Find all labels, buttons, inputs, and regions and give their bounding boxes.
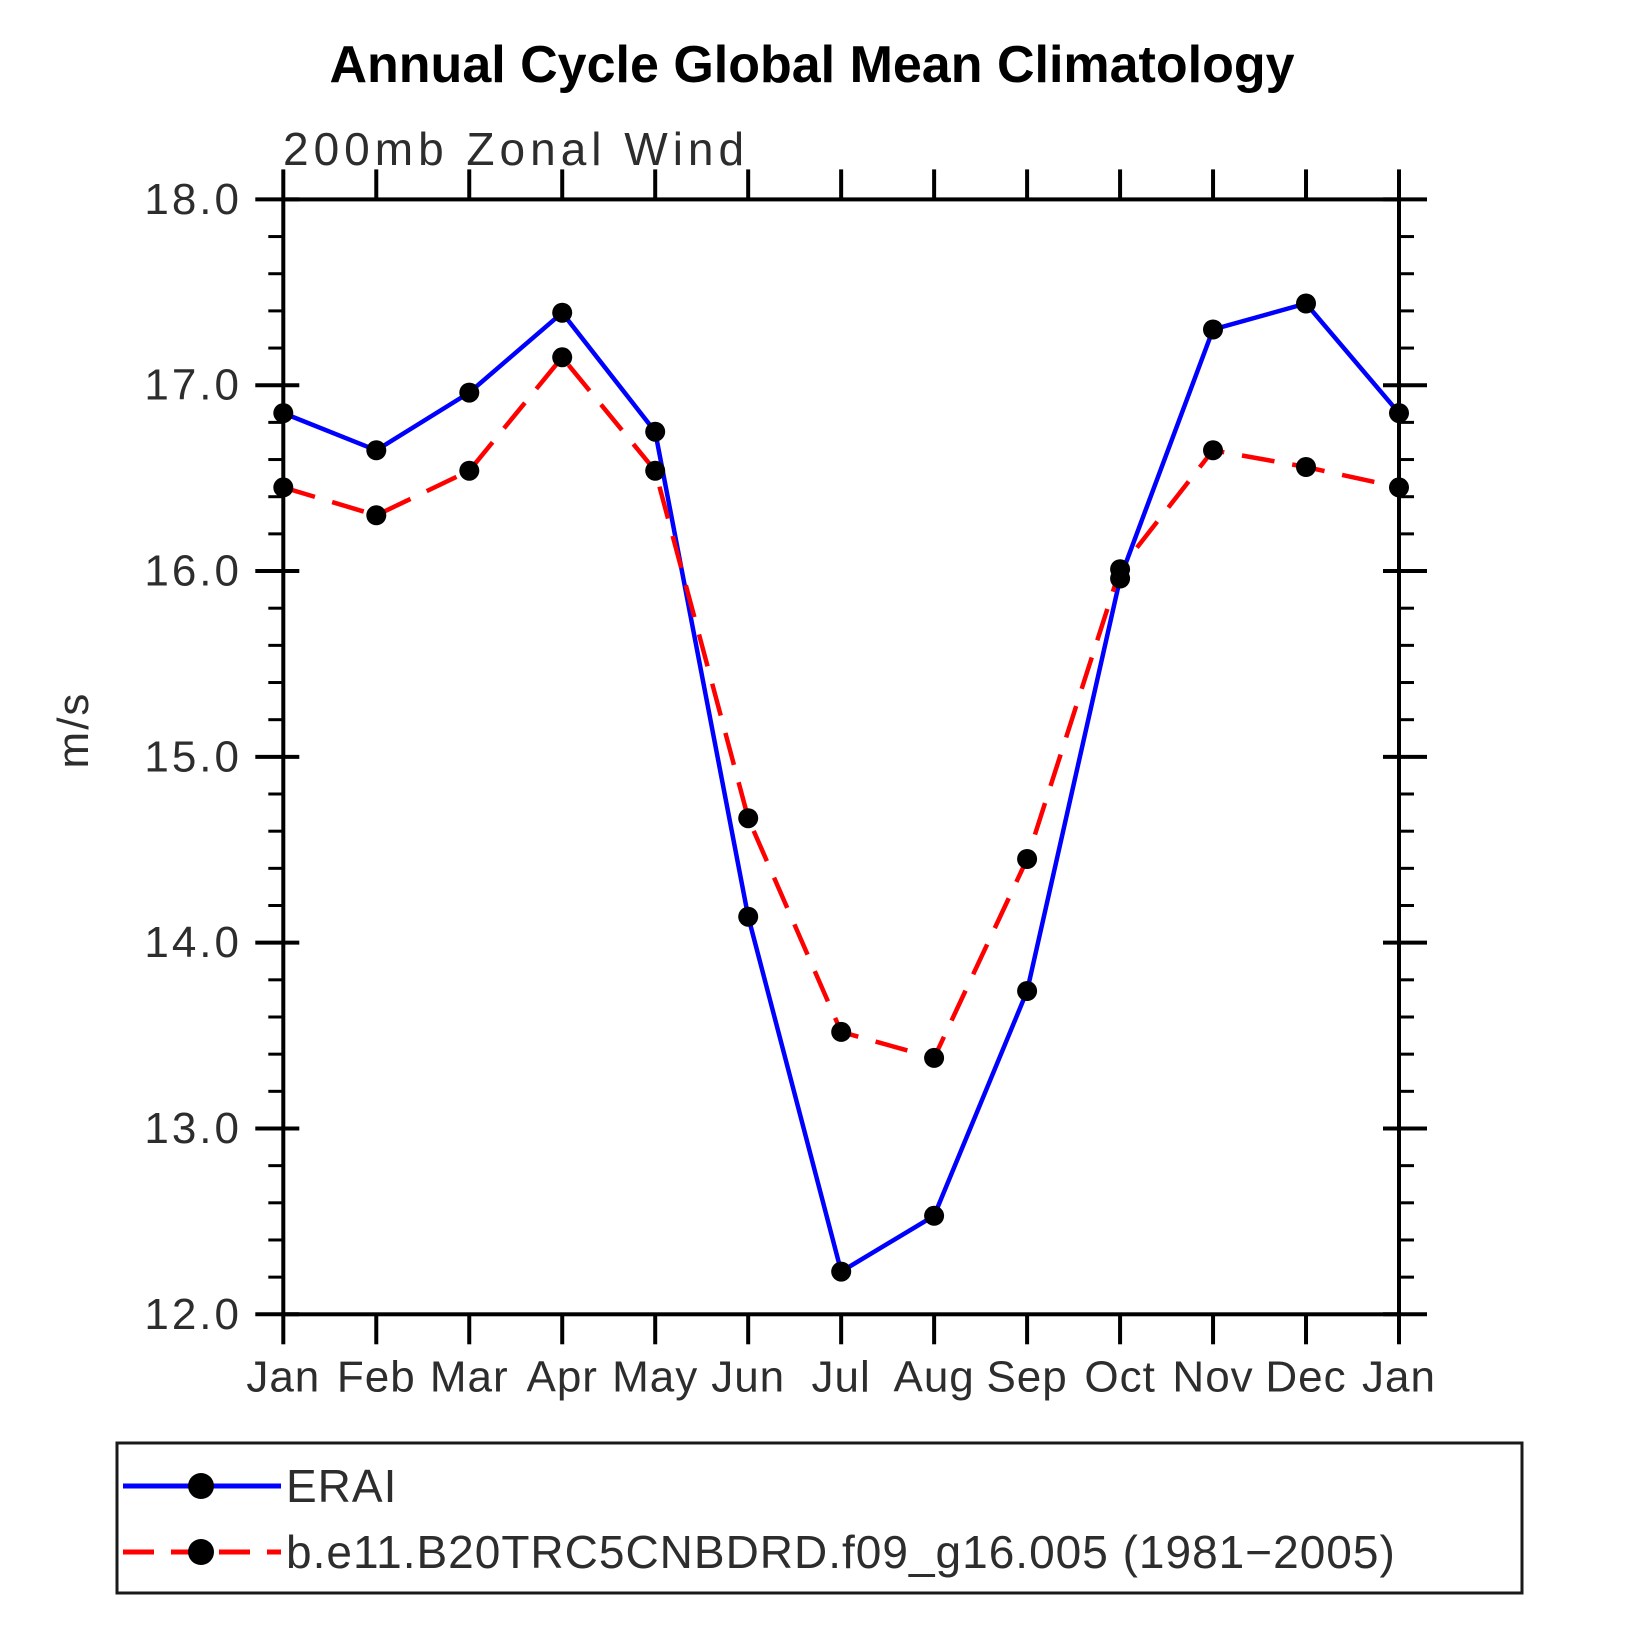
data-markers xyxy=(273,293,1409,1282)
data-point xyxy=(1017,981,1038,1001)
legend-box xyxy=(115,1441,1524,1595)
x-tick-labels: Jan Feb Mar Apr May Jun Jul Aug Sep Oct Nov Dec Jan xyxy=(246,1353,1436,1402)
data-point xyxy=(1110,559,1131,580)
legend: ERAI b.e11.B20TRC5CNBDRD.f09_g16.005 (198… xyxy=(115,1441,1524,1595)
legend-marker-dot xyxy=(188,1473,214,1499)
x-tick-label: Sep xyxy=(986,1353,1067,1402)
data-point xyxy=(459,382,480,403)
y-major-ticks xyxy=(255,197,1427,1317)
data-point xyxy=(552,302,573,323)
y-tick-labels: 18.0 17.0 16.0 15.0 14.0 13.0 12.0 xyxy=(144,175,242,1339)
data-point xyxy=(831,1261,852,1282)
x-tick-label: Aug xyxy=(893,1353,974,1402)
x-tick-label: Dec xyxy=(1265,1353,1346,1402)
data-point xyxy=(1296,293,1316,314)
x-tick-label: Oct xyxy=(1084,1353,1155,1402)
data-point xyxy=(366,505,387,526)
x-tick-label: May xyxy=(612,1353,698,1402)
x-tick-label: Jan xyxy=(246,1353,320,1402)
data-point xyxy=(552,347,573,368)
data-point xyxy=(366,440,387,461)
legend-rows: ERAI b.e11.B20TRC5CNBDRD.f09_g16.005 (198… xyxy=(123,1460,1396,1578)
legend-label: ERAI xyxy=(286,1460,397,1512)
x-tick-label: Apr xyxy=(526,1353,597,1402)
data-point xyxy=(1017,849,1038,869)
y-axis-label: m/s xyxy=(49,692,98,769)
data-point xyxy=(1389,403,1409,424)
data-point xyxy=(924,1205,945,1226)
data-point xyxy=(1296,457,1316,477)
y-tick-label: 12.0 xyxy=(144,1290,242,1339)
data-point xyxy=(1203,319,1223,340)
y-tick-label: 16.0 xyxy=(144,547,242,596)
data-point xyxy=(273,477,294,498)
x-month-ticks xyxy=(281,169,1401,1345)
series-line-1 xyxy=(282,353,1400,1061)
y-tick-label: 15.0 xyxy=(144,732,242,781)
chart-title: Annual Cycle Global Mean Climatology xyxy=(329,36,1294,94)
data-point xyxy=(738,808,759,829)
y-tick-label: 18.0 xyxy=(144,175,242,224)
data-point xyxy=(738,906,759,927)
data-point xyxy=(645,421,666,442)
data-point xyxy=(459,460,480,481)
chart-subtitle: 200mb Zonal Wind xyxy=(283,123,749,175)
plot-frame xyxy=(281,197,1401,1317)
y-tick-label: 17.0 xyxy=(144,361,242,410)
y-tick-label: 13.0 xyxy=(144,1104,242,1153)
y-tick-label: 14.0 xyxy=(144,918,242,967)
legend-label: b.e11.B20TRC5CNBDRD.f09_g16.005 (1981−20… xyxy=(286,1526,1396,1578)
x-tick-label: Jan xyxy=(1362,1353,1436,1402)
x-tick-label: Jun xyxy=(711,1353,785,1402)
series-line-0 xyxy=(282,300,1401,1276)
x-tick-label: Feb xyxy=(337,1353,416,1402)
data-point xyxy=(924,1047,945,1068)
data-point xyxy=(831,1021,852,1042)
data-point xyxy=(1389,477,1409,498)
data-point xyxy=(1203,440,1223,461)
x-tick-label: Nov xyxy=(1172,1353,1253,1402)
x-tick-label: Mar xyxy=(430,1353,509,1402)
y-minor-ticks xyxy=(268,235,1414,1279)
data-series xyxy=(282,300,1401,1276)
data-point xyxy=(273,403,294,424)
data-point xyxy=(645,460,666,481)
legend-marker-dot xyxy=(188,1539,214,1565)
x-tick-label: Jul xyxy=(812,1353,871,1402)
